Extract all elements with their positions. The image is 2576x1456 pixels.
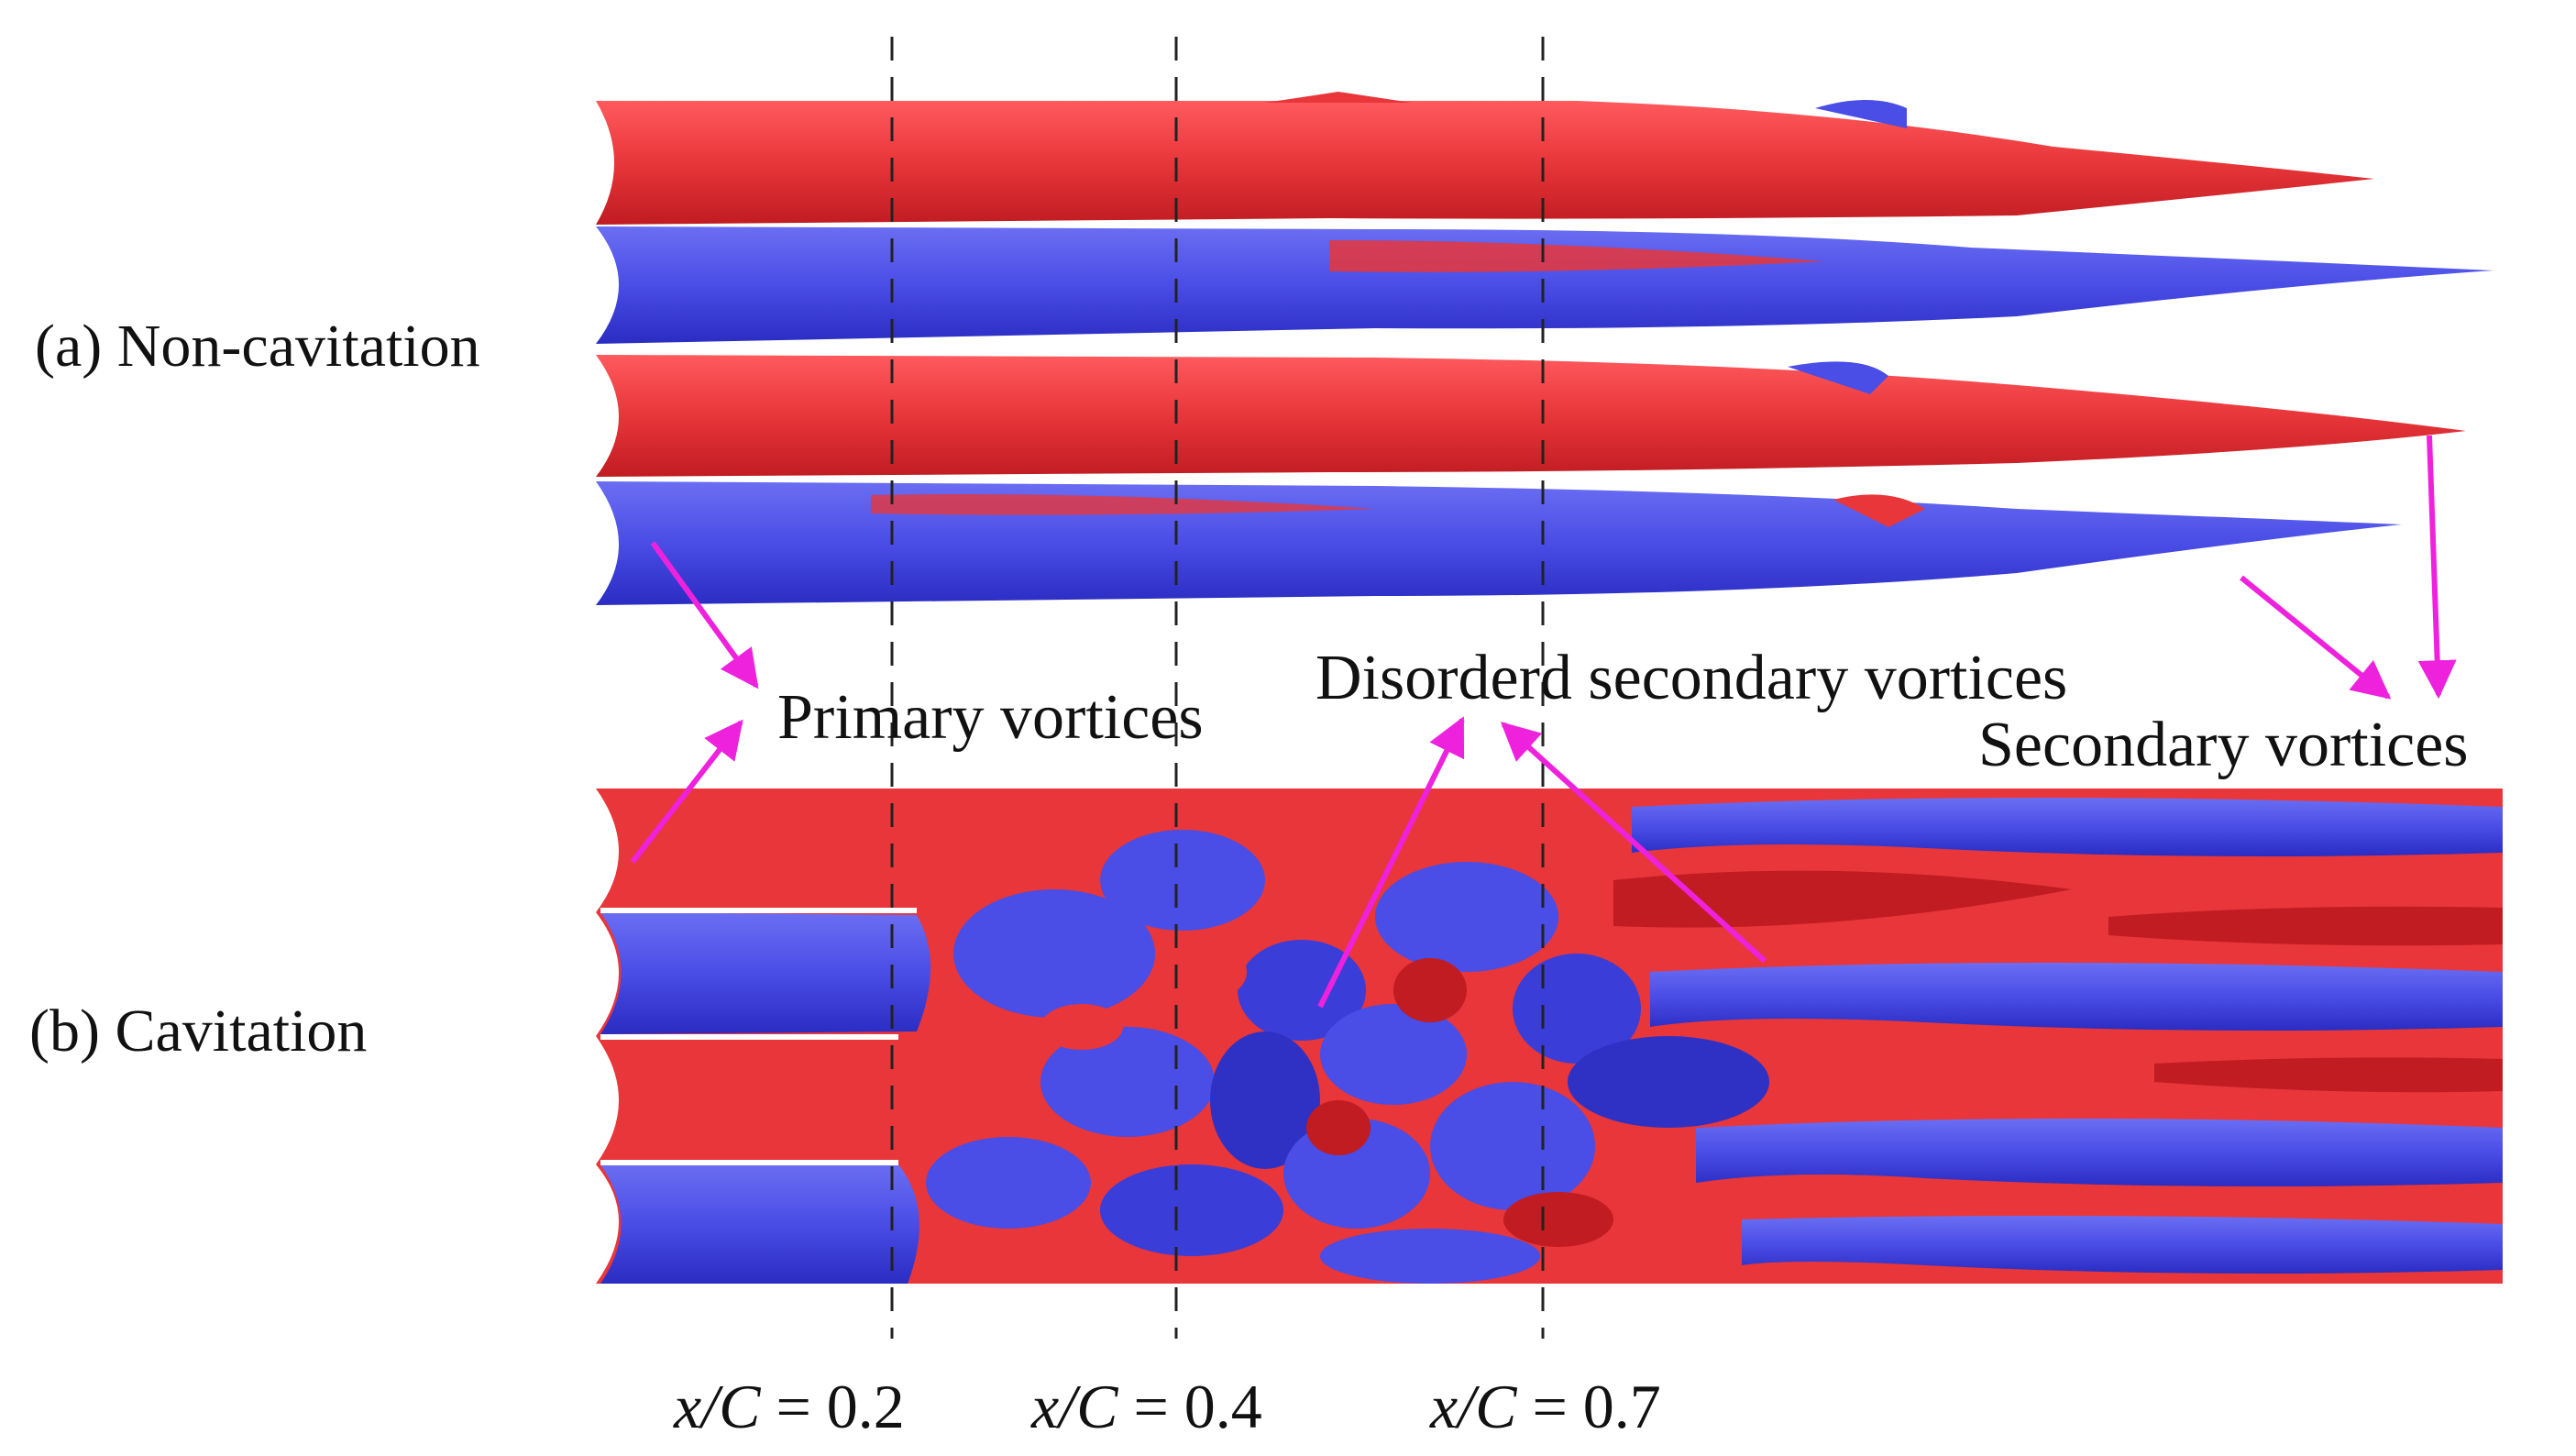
primary-vortex-band-blue-1	[596, 226, 2493, 344]
primary-vortices-label: Primary vortices	[777, 682, 1204, 753]
arrow-primary-b	[630, 719, 743, 864]
primary-vortex-band-red-1	[596, 101, 2374, 225]
arrow-secondary-a	[2240, 575, 2392, 700]
primary-vortex-band-blue-2	[596, 481, 2402, 605]
downstream-vortex-streaks	[1613, 798, 2503, 1274]
annotation-arrows	[630, 435, 2457, 1009]
leading-blue-band-2	[600, 1164, 919, 1284]
panel-a-vortices	[596, 92, 2493, 605]
panel-a-label: (a) Non-cavitation	[35, 313, 480, 380]
arrow-disordered-b	[1500, 722, 1767, 964]
arrow-secondary-b	[2417, 435, 2457, 700]
panel-b-vortices	[596, 789, 2503, 1284]
position-label-2: x/C = 0.4	[1031, 1372, 1262, 1441]
primary-vortex-band-red-2	[596, 355, 2466, 477]
arrow-primary-a	[650, 541, 759, 689]
disordered-vortex-blobs	[926, 830, 1769, 1284]
reference-lines	[890, 37, 1545, 1339]
position-label-1: x/C = 0.2	[674, 1372, 905, 1441]
disordered-vortices-label: Disorderd secondary vortices	[1316, 643, 2068, 713]
arrow-disordered-a	[1317, 716, 1465, 1009]
position-label-3: x/C = 0.7	[1430, 1372, 1661, 1441]
secondary-vortices-label: Secondary vortices	[1978, 710, 2469, 780]
leading-blue-band-1	[600, 912, 930, 1034]
panel-b-label: (b) Cavitation	[29, 998, 368, 1064]
